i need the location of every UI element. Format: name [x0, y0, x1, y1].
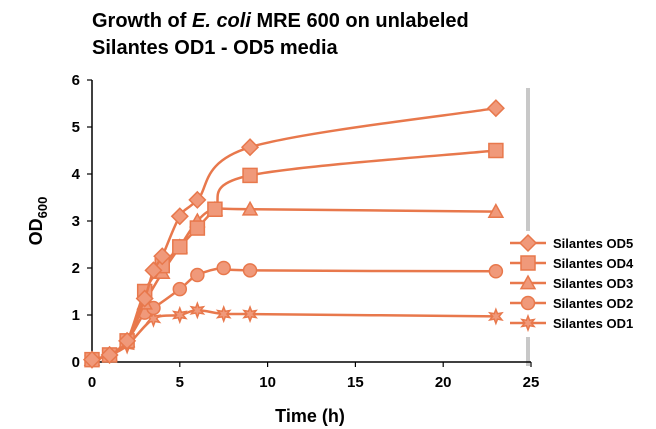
data-point-star [487, 307, 504, 326]
chart-title-line-2: Silantes OD1 - OD5 media [92, 37, 339, 59]
plot-area-shadow [526, 88, 530, 366]
legend-label: Silantes OD4 [553, 256, 634, 271]
x-tick-label: 25 [523, 374, 540, 391]
legend-item: Silantes OD4 [510, 255, 634, 271]
y-tick-label: 5 [72, 119, 80, 136]
data-point-diamond [100, 345, 119, 365]
data-point-circle [216, 260, 231, 276]
data-point-diamond [486, 99, 505, 118]
data-point-star [215, 304, 232, 324]
data-point-square [488, 142, 504, 159]
data-point-triangle [241, 200, 259, 216]
legend-item: Silantes OD1 [510, 313, 633, 333]
data-point-diamond [118, 331, 137, 350]
legend-item: Silantes OD2 [510, 295, 633, 311]
legend-marker-star [520, 313, 536, 333]
legend-marker-diamond [518, 233, 538, 253]
data-point-square [207, 201, 223, 217]
data-point-square [189, 220, 206, 236]
legend-item: Silantes OD5 [510, 233, 633, 253]
series-silantes-od5 [82, 99, 505, 369]
legend-marker-square [520, 255, 536, 271]
tick-labels: 0 5 10 15 20 25 0 1 2 3 4 5 6 [72, 72, 540, 391]
series-line [91, 149, 497, 361]
data-point-triangle [487, 203, 505, 218]
x-tick-label: 20 [435, 374, 452, 391]
shadow-right [526, 88, 530, 366]
y-tick-label: 3 [72, 213, 80, 230]
series-line [91, 207, 496, 361]
data-point-star [171, 305, 188, 325]
data-point-star [189, 301, 206, 320]
data-point-diamond [188, 190, 207, 209]
series-layer [82, 99, 505, 369]
x-tick-label: 15 [347, 374, 364, 391]
data-point-diamond [170, 207, 189, 226]
data-point-diamond [82, 350, 102, 369]
legend-label: Silantes OD3 [553, 276, 633, 291]
data-point-diamond [144, 261, 163, 280]
legend-item: Silantes OD3 [510, 274, 633, 291]
y-tick-label: 4 [72, 166, 81, 183]
legend-label: Silantes OD1 [553, 316, 633, 331]
data-point-diamond [240, 138, 260, 157]
data-point-square [242, 167, 258, 184]
x-tick-label: 10 [259, 374, 276, 391]
data-point-diamond [153, 247, 172, 266]
data-point-diamond [135, 289, 154, 308]
x-tick-label: 0 [88, 374, 96, 391]
data-point-circle [172, 281, 188, 297]
data-point-circle [242, 263, 258, 278]
data-point-star [242, 304, 258, 324]
y-tick-label: 1 [72, 307, 80, 324]
y-tick-label: 0 [72, 354, 80, 371]
y-tick-label: 2 [72, 260, 80, 277]
data-point-circle [488, 264, 504, 279]
data-point-square [172, 239, 188, 255]
axes [87, 79, 532, 367]
legend-marker-triangle [519, 274, 537, 290]
legend-label: Silantes OD5 [553, 236, 633, 251]
legend-marker-circle [520, 295, 536, 311]
series-silantes-od4 [84, 142, 504, 368]
y-axis-label: OD600 [26, 197, 50, 246]
data-point-circle [190, 267, 205, 283]
legend-label: Silantes OD2 [553, 296, 633, 311]
x-axis-label: Time (h) [275, 406, 345, 426]
chart-title-line-1: Growth of E. coli MRE 600 on unlabeled [92, 10, 469, 32]
y-tick-label: 6 [72, 72, 80, 89]
legend: Silantes OD5 Silantes OD4 Silantes OD3 Sila… [508, 231, 656, 337]
x-tick-label: 5 [176, 374, 184, 391]
